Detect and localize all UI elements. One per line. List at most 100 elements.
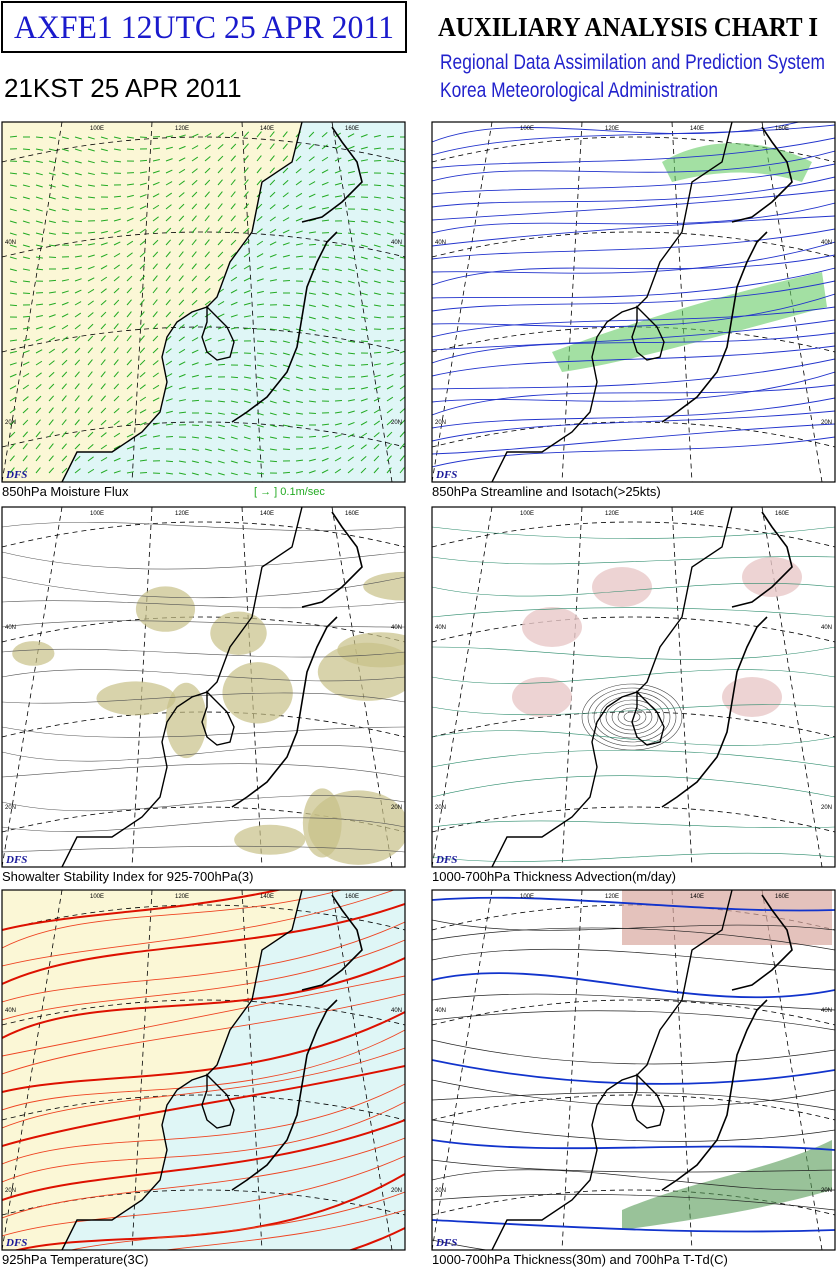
flux-arrow [399, 350, 405, 354]
flux-arrow [126, 206, 134, 210]
flux-arrow [334, 434, 342, 438]
isotherm [2, 1137, 405, 1219]
lat-label: 20N [5, 420, 16, 426]
flux-arrow [204, 132, 212, 138]
flux-arrow [9, 443, 16, 450]
stamp: DFS [435, 469, 457, 481]
flux-arrow [217, 239, 224, 246]
coastline [661, 511, 793, 808]
flux-arrow [217, 191, 223, 198]
flux-arrow [347, 170, 355, 174]
flux-arrow [347, 468, 354, 474]
streamline [432, 228, 835, 260]
flux-arrow [152, 299, 158, 306]
isotherm [2, 975, 405, 1057]
flux-arrow [204, 227, 210, 234]
coastline [631, 690, 665, 746]
isotherm [2, 957, 405, 1039]
flux-arrow [9, 350, 17, 354]
advection-shade [742, 557, 802, 597]
flux-arrow [165, 410, 173, 414]
flux-arrow [334, 280, 342, 284]
flux-arrow [35, 419, 41, 426]
streamline [432, 345, 835, 377]
contour [2, 600, 405, 609]
flux-arrow [87, 347, 93, 354]
flux-arrow [61, 196, 69, 200]
panel-caption: 1000-700hPa Thickness Advection(m/day) [432, 869, 676, 884]
flux-arrow [191, 239, 197, 246]
flux-arrow [295, 459, 304, 462]
flux-arrow [113, 335, 119, 342]
flux-arrow [308, 458, 316, 462]
flux-arrow [74, 136, 82, 140]
flux-arrow [61, 455, 68, 462]
flux-arrow [282, 340, 290, 344]
flux-arrow [22, 184, 30, 188]
flux-arrow [165, 435, 174, 438]
lat-label: 20N [821, 805, 832, 811]
flux-arrow [399, 419, 405, 426]
flux-arrow [399, 443, 405, 450]
flux-arrow [152, 251, 159, 258]
flux-arrow [373, 134, 381, 138]
flux-arrow [399, 256, 405, 259]
flux-arrow [360, 316, 368, 319]
flux-arrow [256, 460, 264, 463]
flux-arrow [399, 244, 405, 247]
flux-arrow [139, 159, 148, 162]
flux-arrow [165, 323, 172, 330]
flux-arrow [74, 312, 82, 318]
flux-arrow [139, 299, 145, 306]
flux-arrow [165, 263, 171, 270]
flux-arrow [74, 172, 82, 176]
flux-arrow [165, 181, 173, 186]
flux-arrow [230, 179, 236, 186]
flux-arrow [386, 135, 395, 138]
flux-arrow [100, 253, 108, 258]
flux-arrow [178, 263, 184, 270]
streamline [432, 319, 835, 351]
flux-arrow [295, 143, 302, 150]
thickness-line [432, 1169, 835, 1191]
flux-arrow [373, 304, 381, 307]
coastline [231, 126, 363, 423]
flux-arrow [243, 448, 251, 452]
flux-arrow [74, 431, 81, 438]
map-area [432, 122, 835, 482]
flux-arrow [360, 159, 368, 162]
flux-arrow [308, 435, 317, 438]
streamline [432, 150, 835, 182]
flux-arrow [113, 299, 120, 306]
flux-arrow [321, 388, 330, 391]
flux-arrow [282, 204, 290, 210]
flux-arrow [191, 203, 198, 210]
flux-arrow [243, 240, 250, 246]
flux-arrow [100, 347, 106, 354]
flux-arrow [113, 218, 121, 222]
flux-arrow [191, 399, 200, 402]
flux-arrow [139, 347, 146, 354]
flux-arrow [269, 228, 277, 234]
flux-arrow [360, 280, 368, 284]
flux-arrow [87, 323, 94, 330]
flux-arrow [191, 215, 197, 222]
flux-arrow [139, 323, 145, 330]
flux-arrow [139, 171, 147, 174]
meridian [561, 122, 583, 482]
map-area [2, 507, 405, 867]
flux-arrow [204, 325, 212, 330]
meridian [432, 507, 493, 867]
flux-arrow [386, 408, 393, 414]
flux-arrow [230, 264, 237, 270]
contour [2, 763, 405, 778]
flux-arrow [334, 292, 342, 296]
lat-label: 40N [391, 1008, 402, 1014]
flux-arrow [74, 208, 82, 211]
isotherm [2, 1119, 405, 1201]
flux-arrow [87, 196, 96, 199]
flux-arrow [87, 265, 95, 270]
flux-arrow [9, 408, 16, 414]
thickness-line [432, 1239, 835, 1250]
flux-arrow [347, 280, 355, 284]
